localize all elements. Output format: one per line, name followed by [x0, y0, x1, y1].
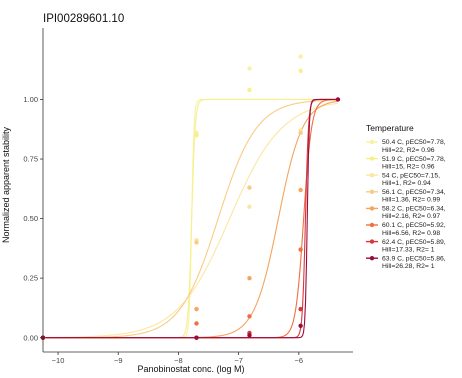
data-point	[194, 335, 199, 340]
legend: Temperature 50.4 C, pEC50=7.78, Hill=22, …	[366, 123, 446, 270]
data-point	[247, 204, 252, 209]
legend-label-line: Hill=22, R2= 0.96	[382, 147, 435, 154]
x-tick-label: −8	[174, 356, 183, 365]
y-tick-label: 1.00	[23, 95, 38, 104]
fit-curve	[43, 100, 339, 339]
legend-label-line: 50.4 C, pEC50=7.78,	[382, 139, 446, 146]
x-tick-label: −6	[295, 356, 304, 365]
data-point	[194, 133, 199, 138]
data-point	[298, 68, 303, 74]
legend-label: 56.1 C, pEC50=7.34, Hill=1.36, R2= 0.99	[382, 189, 446, 204]
x-tick-label: −7	[234, 356, 243, 365]
legend-label: 62.4 C, pEC50=5.89, Hill=17.33, R2= 1	[382, 239, 446, 254]
fit-curve	[43, 98, 338, 339]
data-point	[298, 247, 303, 252]
legend-label-line: Hill=1.36, R2= 0.99	[382, 197, 440, 204]
legend-swatch-dot	[369, 173, 375, 178]
data-point	[194, 321, 199, 326]
legend-label: 51.9 C, pEC50=7.78, Hill=15, R2= 0.96	[382, 156, 446, 171]
legend-label-line: 60.1 C, pEC50=5.92,	[382, 222, 446, 229]
x-axis: −10 −9 −8 −7 −6	[43, 351, 353, 365]
legend-title: Temperature	[366, 123, 414, 133]
legend-swatch-dot	[369, 206, 375, 211]
legend-label-line: 51.9 C, pEC50=7.78,	[382, 156, 446, 163]
data-point	[194, 306, 199, 312]
y-tick-label: 0.25	[23, 274, 38, 283]
legend-swatch-dot	[369, 256, 375, 261]
fit-curve	[43, 98, 338, 339]
data-point	[247, 185, 252, 190]
legend-label-line: Hill=17.33, R2= 1	[382, 246, 435, 253]
legend-swatch-dot	[369, 139, 375, 145]
legend-swatch-dot	[369, 156, 375, 161]
legend-swatch-dot	[369, 222, 375, 228]
fit-curve	[43, 98, 338, 339]
legend-label: 54 C, pEC50=7.15, Hill=1, R2= 0.94	[382, 172, 440, 187]
fit-curve	[43, 99, 338, 339]
y-tick-label: 0.75	[23, 155, 38, 164]
legend-swatch-dot	[369, 189, 375, 194]
legend-label-line: 56.1 C, pEC50=7.34,	[382, 189, 446, 196]
data-point	[247, 66, 252, 71]
legend-label-line: Hill=15, R2= 0.96	[382, 163, 435, 170]
legend-label: 50.4 C, pEC50=7.78, Hill=22, R2= 0.96	[382, 139, 446, 154]
legend-swatch-dot	[369, 239, 375, 244]
legend-label-line: Hill=2.16, R2= 0.97	[382, 213, 440, 220]
legend-label-line: 63.9 C, pEC50=5.86,	[382, 255, 446, 262]
legend-label-line: Hill=1, R2= 0.94	[382, 180, 431, 187]
data-point	[335, 97, 341, 102]
y-tick-label: 0.00	[23, 333, 38, 342]
fit-curve	[43, 98, 338, 339]
plot-area	[40, 54, 341, 340]
data-point	[247, 87, 252, 93]
legend-items: 50.4 C, pEC50=7.78, Hill=22, R2= 0.96 51.9…	[366, 139, 446, 270]
y-tick-label: 0.50	[23, 214, 38, 223]
legend-label-line: 62.4 C, pEC50=5.89,	[382, 239, 446, 246]
data-point	[298, 323, 303, 328]
legend-label: 60.1 C, pEC50=5.92, Hill=6.56, R2= 0.98	[382, 222, 446, 237]
y-axis-title: Normalized apparent stability	[1, 126, 11, 243]
legend-label-line: 58.2 C, pEC50=6.34,	[382, 206, 446, 213]
data-point	[194, 240, 199, 245]
data-point	[247, 314, 252, 319]
legend-label: 63.9 C, pEC50=5.86, Hill=26.28, R2= 1	[382, 255, 446, 270]
y-axis: 0.00 0.25 0.50 0.75 1.00	[23, 28, 44, 352]
legend-label-line: Hill=26.28, R2= 1	[382, 263, 435, 270]
legend-label-line: Hill=6.56, R2= 0.98	[382, 230, 440, 237]
data-point	[298, 130, 303, 136]
chart-title: IPI00289601.10	[43, 13, 124, 25]
data-point	[298, 187, 303, 193]
data-point	[247, 275, 252, 281]
legend-label-line: 54 C, pEC50=7.15,	[382, 172, 440, 179]
fit-curve	[42, 102, 339, 339]
legend-label: 58.2 C, pEC50=6.34, Hill=2.16, R2= 0.97	[382, 206, 446, 221]
data-point	[298, 306, 303, 312]
data-point	[247, 333, 252, 338]
data-point	[298, 54, 303, 59]
x-tick-label: −9	[114, 356, 123, 365]
x-axis-title: Panobinostat conc. (log M)	[137, 364, 244, 374]
fit-curve	[43, 98, 338, 339]
x-tick-label: −10	[52, 356, 65, 365]
